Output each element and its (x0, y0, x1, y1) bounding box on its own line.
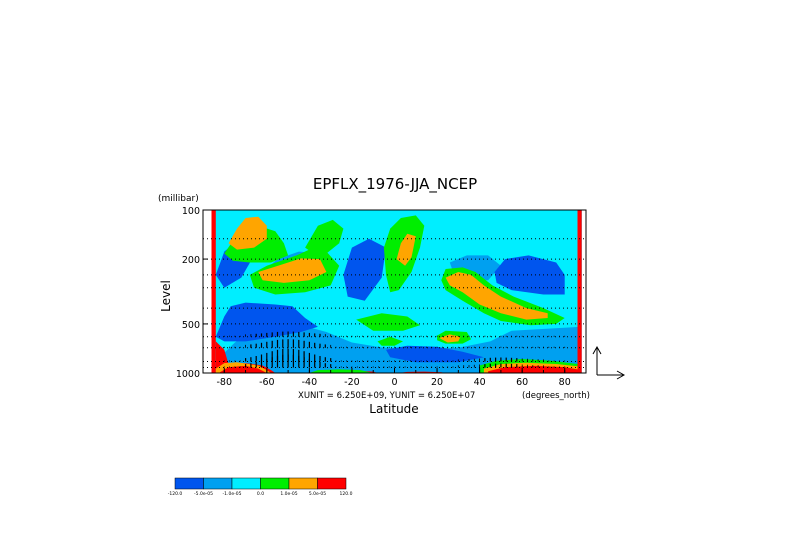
missing-data-region (203, 210, 212, 373)
x-tick-label: 20 (431, 377, 443, 388)
y-tick-label: 200 (182, 255, 200, 266)
contour-region-16 (356, 313, 420, 331)
contour-region-4 (343, 238, 386, 301)
colorbar-swatch (288, 477, 318, 490)
x-axis-label: Latitude (369, 402, 418, 416)
contour-region-12 (258, 258, 327, 283)
x-tick-label: 60 (516, 377, 528, 388)
contour-region-8 (386, 345, 484, 363)
colorbar-swatch (203, 477, 233, 490)
colorbar-label: 5.0e-05 (309, 491, 326, 497)
y-tick-label: 1000 (176, 369, 200, 380)
reference-arrow-icon (592, 345, 626, 380)
colorbar-swatch (231, 477, 261, 490)
contour-region-25 (211, 210, 216, 373)
x-tick-label: -40 (302, 377, 318, 388)
x-unit-label: (degrees_north) (522, 391, 590, 401)
contour-region-2 (215, 302, 318, 342)
colorbar-label: 0.0 (257, 491, 264, 497)
x-tick-label: 80 (559, 377, 571, 388)
contour-region-17 (377, 336, 403, 346)
x-tick-label: 40 (474, 377, 486, 388)
contour-fill-layer (203, 210, 582, 373)
contour-region-32 (309, 369, 374, 373)
x-tick-label: -20 (344, 377, 360, 388)
colorbar-label: -5.0e-05 (194, 491, 213, 497)
y-tick-label: 100 (182, 206, 200, 217)
axis-ticks: -80 -60 -40 -20 0 20 40 60 80 100 200 500 1000 (176, 206, 587, 388)
y-tick-label: 500 (182, 320, 200, 331)
contour-region-7 (494, 255, 565, 295)
colorbar-swatch (260, 477, 290, 490)
y-unit-label: (millibar) (158, 194, 199, 204)
contour-region-10 (228, 216, 267, 250)
colorbar: -120.0 -5.0e-05 -1.0e-05 0.0 1.0e-05 5.0e-05 1… (168, 477, 353, 497)
colorbar-label: -120.0 (168, 491, 183, 497)
x-tick-label: -80 (217, 377, 233, 388)
contour-region-15 (396, 233, 416, 266)
colorbar-label: -1.0e-05 (223, 491, 242, 497)
colorbar-label: 1.0e-05 (280, 491, 297, 497)
y-axis-label: Level (159, 280, 173, 312)
colorbar-swatch (317, 477, 347, 490)
flux-vector-layer (223, 331, 566, 368)
vector-scale-text: XUNIT = 6.250E+09, YUNIT = 6.250E+07 (298, 391, 475, 401)
colorbar-label: 120.0 (340, 491, 353, 497)
contour-region-13 (305, 219, 344, 254)
chart-title: EPFLX_1976-JJA_NCEP (313, 175, 477, 194)
contour-region-21 (445, 272, 548, 320)
x-tick-label: 0 (391, 377, 397, 388)
contour-region-26 (577, 210, 582, 373)
x-tick-label: -60 (259, 377, 275, 388)
colorbar-swatch (174, 477, 204, 490)
